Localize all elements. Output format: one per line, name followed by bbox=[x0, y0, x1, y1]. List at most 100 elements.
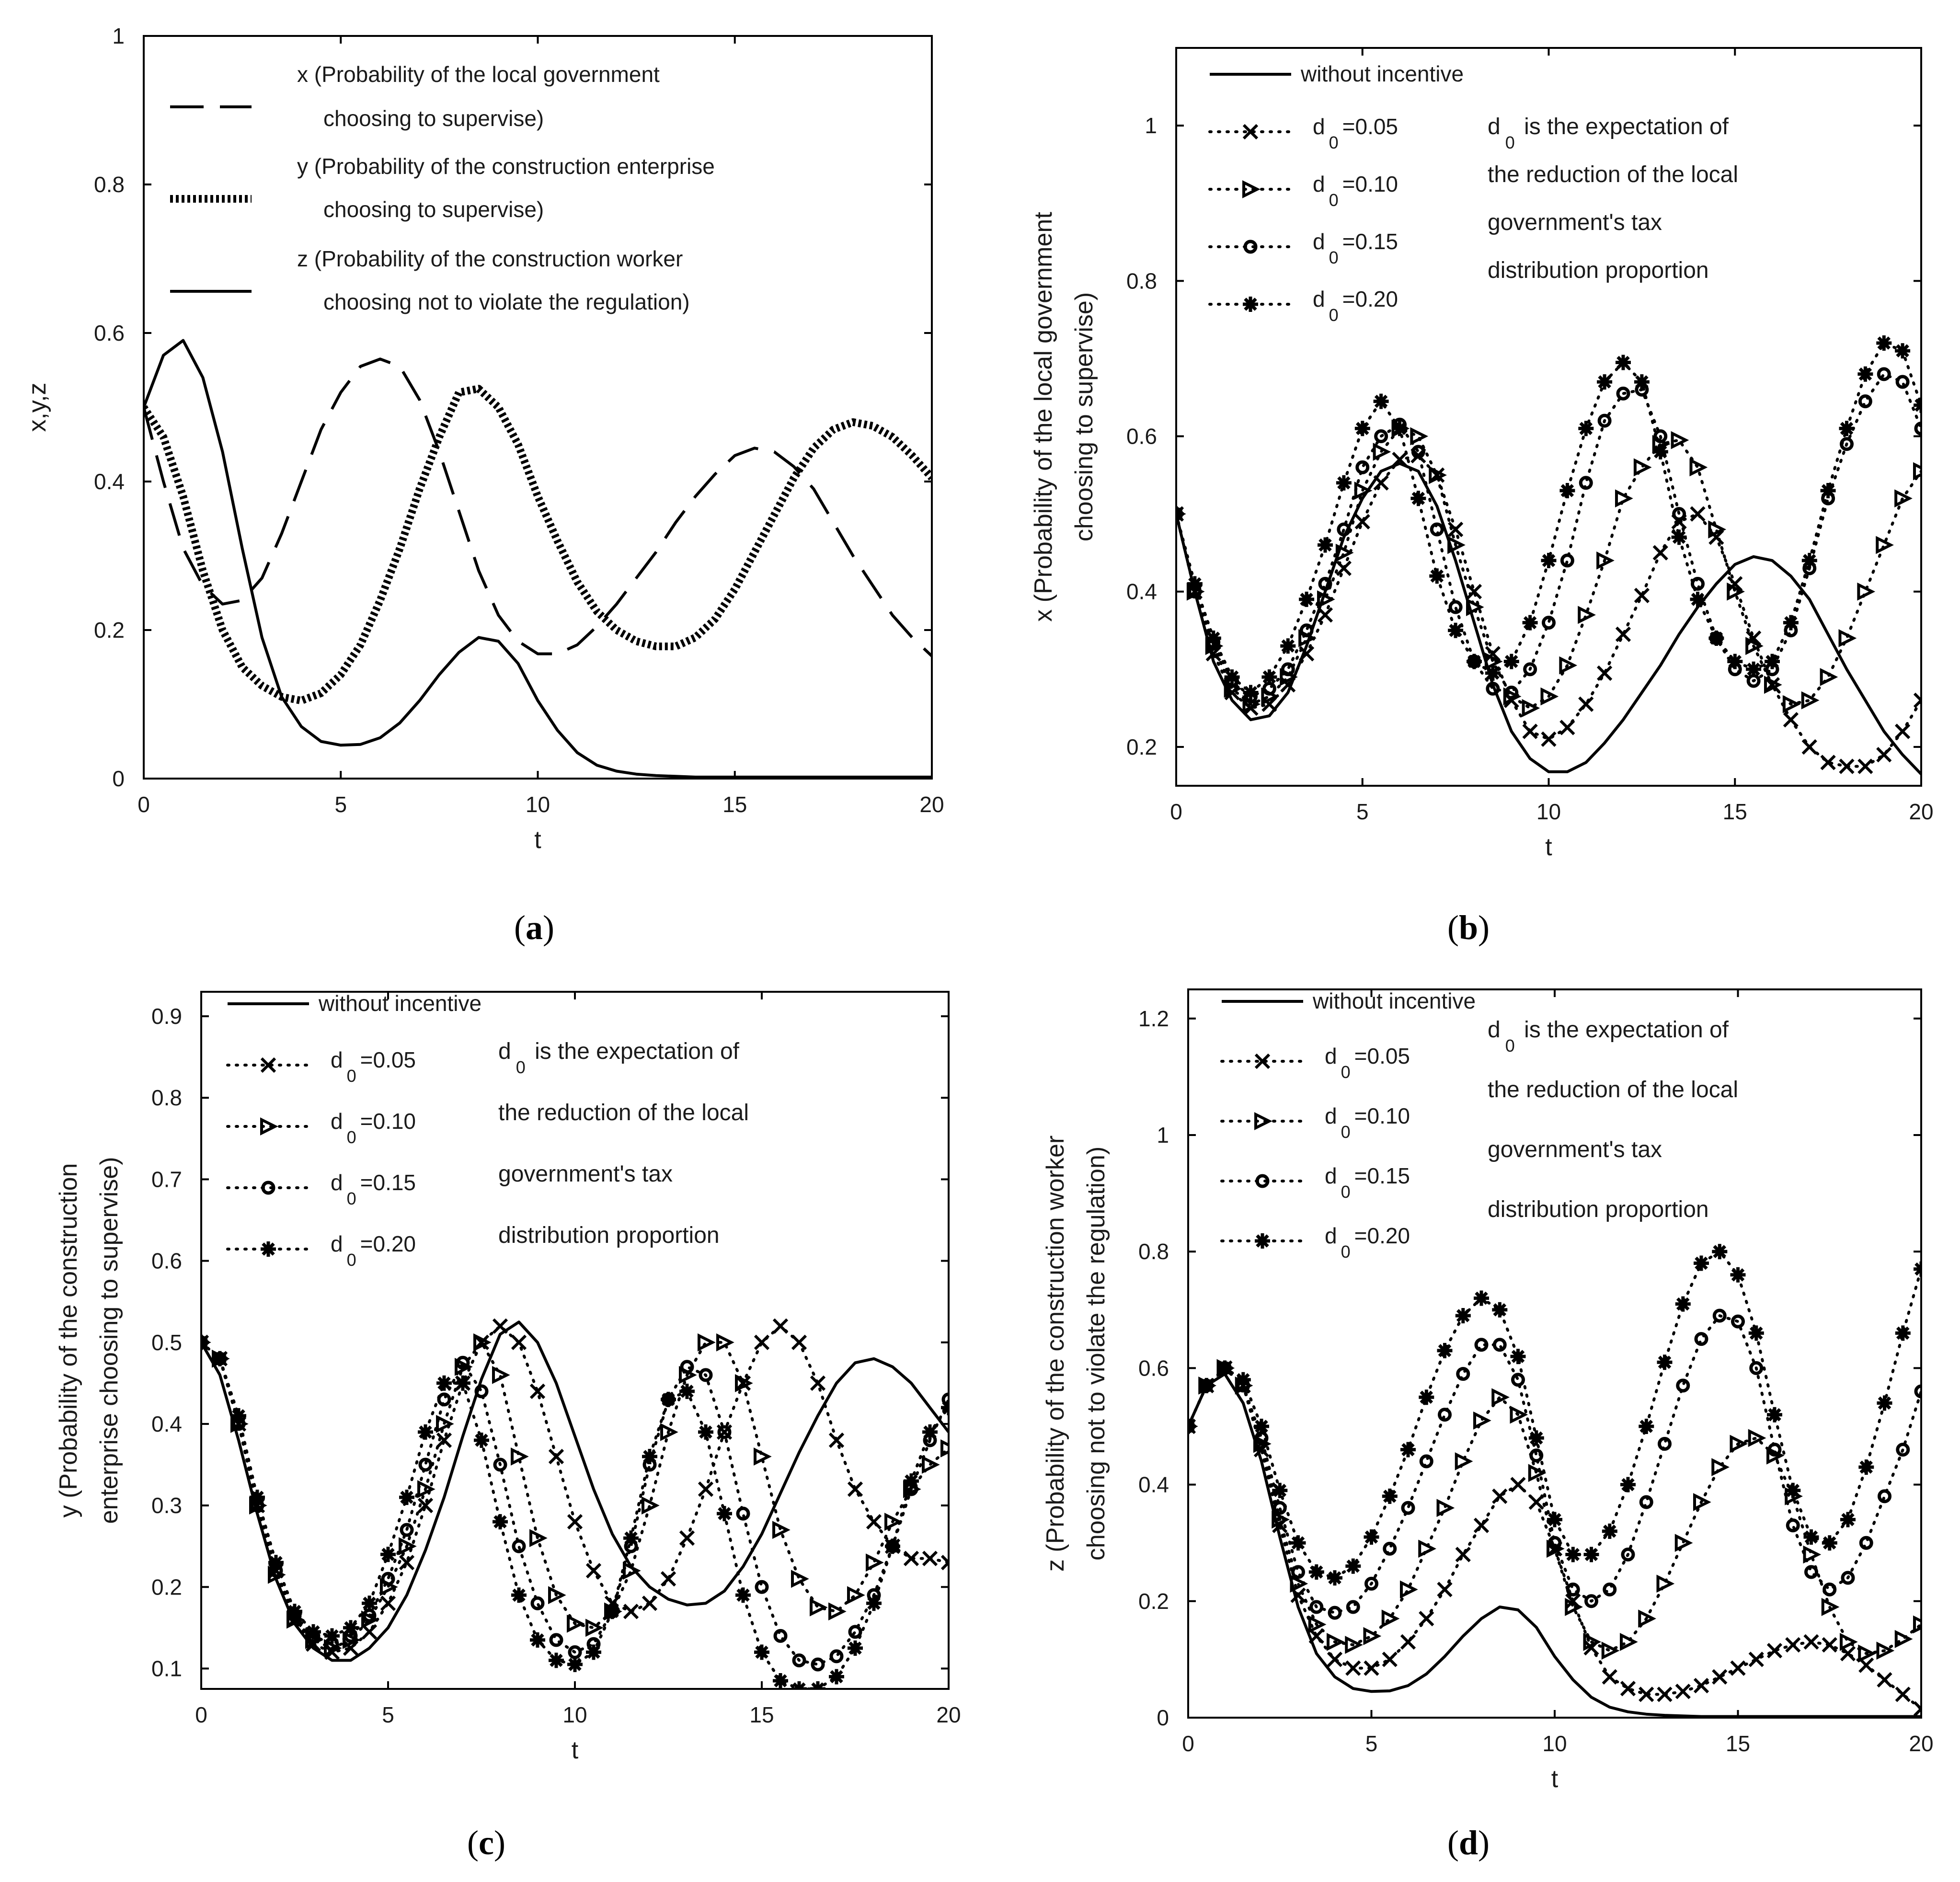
series-marker bbox=[1766, 1643, 1783, 1659]
series-marker bbox=[1675, 1296, 1691, 1312]
series-marker bbox=[474, 1433, 489, 1448]
series-marker bbox=[1840, 1633, 1858, 1651]
series-marker bbox=[1327, 1570, 1342, 1586]
series-marker bbox=[474, 1384, 489, 1399]
series-marker bbox=[1639, 1495, 1653, 1509]
series-marker bbox=[1542, 616, 1556, 630]
series-marker bbox=[212, 1351, 228, 1366]
series-marker bbox=[1363, 1627, 1382, 1645]
y-tick-label: 0.8 bbox=[1138, 1239, 1169, 1264]
y-tick-label: 0 bbox=[1157, 1705, 1169, 1730]
series-marker bbox=[1858, 394, 1872, 409]
series-marker bbox=[1262, 681, 1276, 696]
legend-item-text: d0=0.05 bbox=[331, 1047, 416, 1086]
series-marker bbox=[1437, 1582, 1453, 1597]
series-marker bbox=[904, 1473, 919, 1489]
x-axis-label: t bbox=[1551, 1765, 1559, 1793]
series-marker bbox=[1597, 665, 1613, 681]
series-marker bbox=[829, 1669, 844, 1685]
series-marker bbox=[1373, 475, 1389, 491]
note-line2: the reduction of the local bbox=[498, 1100, 749, 1125]
x-tick-label: 15 bbox=[1726, 1731, 1750, 1756]
series-marker bbox=[885, 1538, 900, 1554]
series-marker bbox=[1767, 1407, 1782, 1423]
series-marker bbox=[1633, 458, 1652, 477]
series-marker bbox=[1674, 1534, 1693, 1552]
y-tick-label: 0.6 bbox=[94, 321, 125, 345]
series-marker bbox=[736, 1506, 750, 1521]
series-marker bbox=[1639, 1419, 1654, 1434]
series-marker bbox=[1657, 1354, 1673, 1370]
series-marker bbox=[1272, 1482, 1288, 1498]
y-tick-label: 0.6 bbox=[1126, 424, 1157, 449]
y-tick-label: 0.8 bbox=[1126, 268, 1157, 293]
note-line1: d0 is the expectation of bbox=[1488, 114, 1729, 152]
panel-caption: (d) bbox=[1447, 1824, 1490, 1862]
y-tick-label: 0.9 bbox=[151, 1004, 182, 1029]
series-marker bbox=[1840, 1512, 1856, 1527]
series-marker bbox=[1782, 695, 1801, 713]
series-marker bbox=[1281, 662, 1295, 677]
series-marker bbox=[866, 1595, 882, 1611]
series-marker bbox=[1691, 577, 1705, 591]
series-line-x bbox=[144, 357, 932, 657]
series-marker bbox=[1410, 427, 1429, 446]
series-line-d0-0-10 bbox=[201, 1341, 949, 1650]
y-axis-label-line2: choosing not to violate the regulation) bbox=[1082, 1147, 1110, 1561]
series-marker bbox=[1188, 1419, 1196, 1434]
series-marker bbox=[1876, 747, 1892, 763]
series-marker bbox=[549, 1633, 563, 1647]
y-tick-label: 0.5 bbox=[151, 1330, 182, 1355]
series-marker bbox=[437, 1392, 451, 1407]
series-marker bbox=[1327, 1652, 1343, 1667]
panel-caption: (c) bbox=[467, 1824, 505, 1862]
legend-item-text: d0=0.20 bbox=[1313, 287, 1398, 325]
series-marker bbox=[922, 1550, 938, 1566]
series-marker bbox=[866, 1514, 882, 1530]
series-marker bbox=[1584, 1594, 1598, 1608]
series-marker bbox=[792, 1653, 806, 1667]
panel-b: 0 5 10 15 20 0.2 0.4 0.6 0.8 1 t x (Probability of … bbox=[1030, 47, 1934, 947]
legend-marker bbox=[1255, 1174, 1270, 1188]
note-line2: the reduction of the local bbox=[1488, 162, 1738, 187]
series-marker bbox=[1547, 1536, 1562, 1550]
series-marker bbox=[699, 1368, 713, 1382]
series-marker bbox=[1877, 1395, 1892, 1411]
series-marker bbox=[1859, 1536, 1873, 1550]
legend-item-text: d0=0.15 bbox=[331, 1170, 416, 1208]
series-marker bbox=[623, 1561, 641, 1580]
series-marker bbox=[456, 1355, 470, 1370]
x-axis-label: t bbox=[572, 1736, 579, 1764]
series-marker bbox=[1528, 1494, 1544, 1510]
series-marker bbox=[1559, 720, 1575, 735]
series-marker bbox=[1676, 1378, 1690, 1393]
series-marker bbox=[306, 1624, 321, 1640]
series-marker bbox=[1419, 1454, 1433, 1469]
series-marker bbox=[1308, 1564, 1324, 1580]
series-marker bbox=[585, 1563, 602, 1579]
panel-d: 0 5 10 15 20 0 0.2 0.4 0.6 0.8 1 1.2 t z (Probability… bbox=[1042, 988, 1934, 1862]
series-marker bbox=[1601, 1641, 1620, 1660]
series-marker bbox=[1638, 1609, 1656, 1628]
series-marker bbox=[810, 1375, 826, 1391]
series-marker bbox=[829, 1649, 844, 1664]
series-marker bbox=[567, 1615, 585, 1633]
series-marker bbox=[1634, 374, 1650, 390]
series-marker bbox=[717, 1425, 732, 1439]
series-marker bbox=[1671, 529, 1687, 545]
series-marker bbox=[698, 1333, 716, 1352]
x-tick-label: 0 bbox=[195, 1702, 207, 1727]
legend-item-text: d0=0.15 bbox=[1313, 229, 1398, 267]
series-marker bbox=[698, 1424, 713, 1440]
series-marker bbox=[1308, 1615, 1327, 1634]
legend-marker bbox=[1242, 124, 1259, 140]
series-marker bbox=[1565, 1547, 1581, 1562]
series-marker bbox=[1317, 590, 1335, 608]
y-axis-label-line2: enterprise choosing to supervise) bbox=[95, 1157, 123, 1524]
series-marker bbox=[436, 1375, 452, 1391]
series-marker bbox=[1327, 1633, 1345, 1651]
series-marker bbox=[1708, 520, 1727, 539]
y-tick-label: 0.2 bbox=[94, 618, 125, 643]
series-marker bbox=[1620, 1633, 1638, 1651]
series-marker bbox=[810, 1598, 828, 1617]
